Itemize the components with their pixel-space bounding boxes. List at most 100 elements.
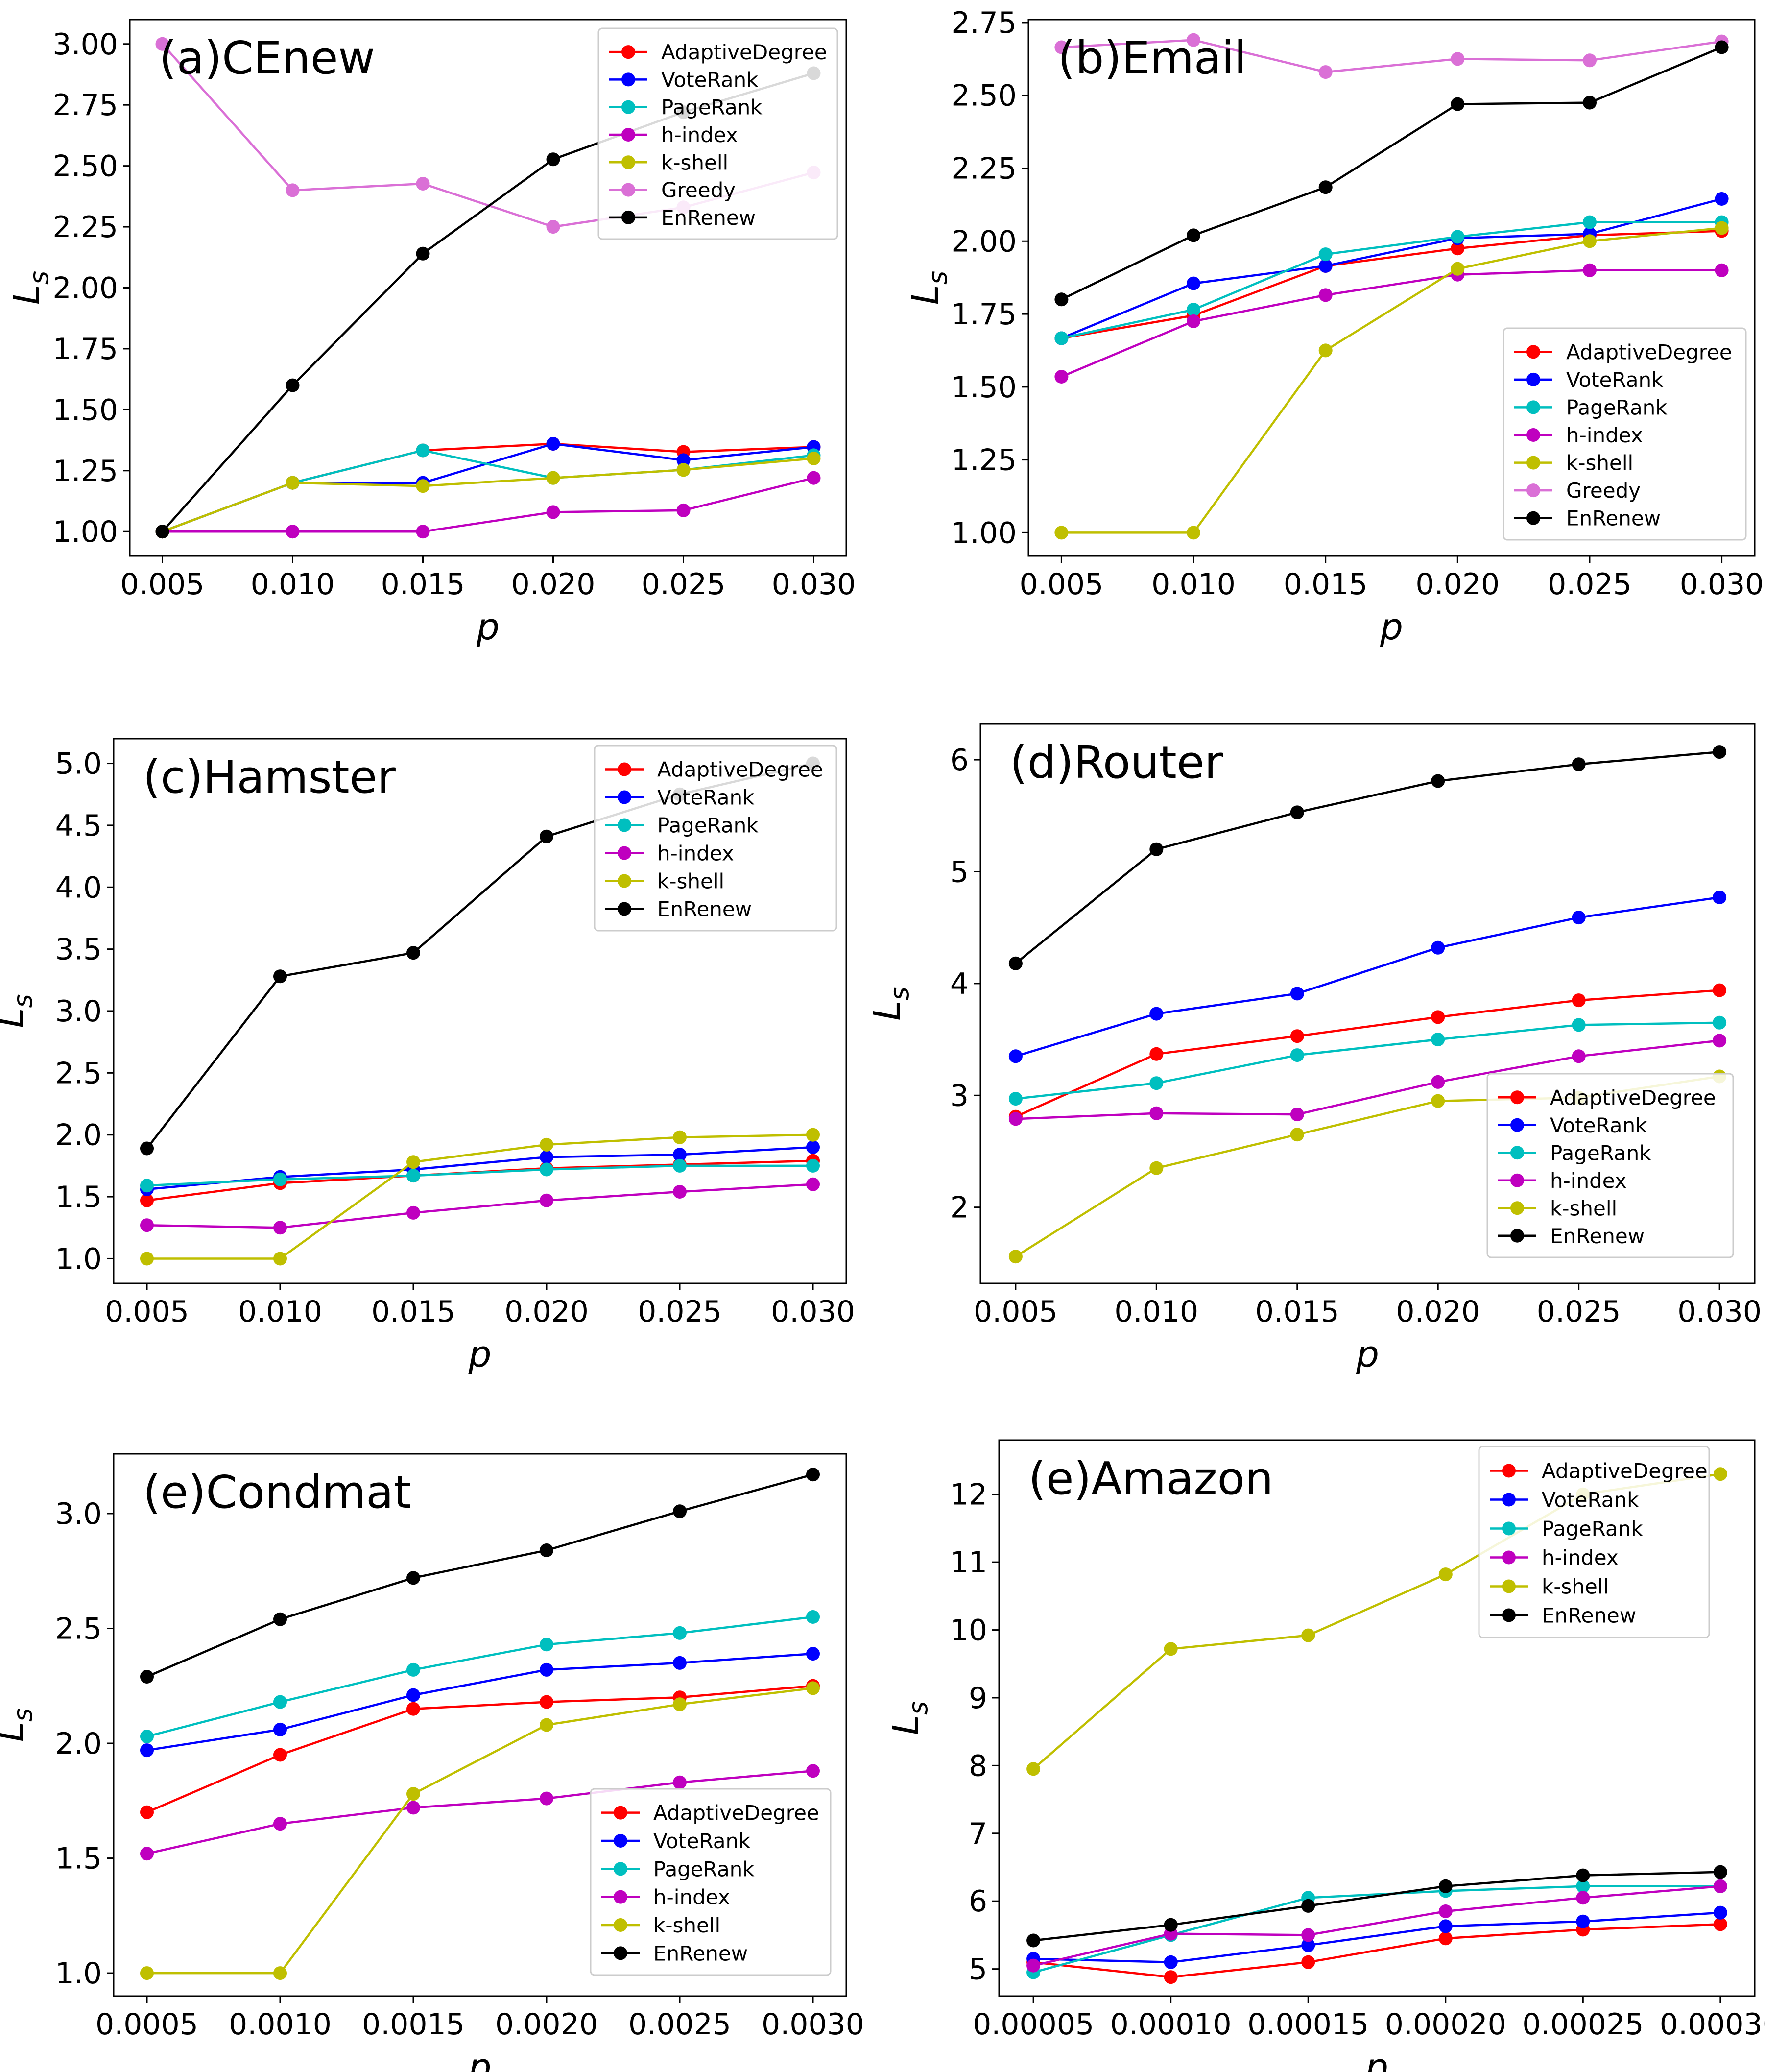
data-point-voterank <box>1290 987 1304 1001</box>
series-line-h-index <box>1015 1039 1720 1120</box>
x-tick-label: 0.00025 <box>1522 2007 1644 2042</box>
data-point-greedy <box>286 183 300 197</box>
data-point-k-shell <box>273 1966 287 1980</box>
data-point-k-shell <box>806 1681 820 1695</box>
data-point-k-shell <box>540 1137 553 1152</box>
legend-label: k-shell <box>1550 1196 1617 1220</box>
x-axis-label: p <box>1380 606 1403 648</box>
data-point-k-shell <box>416 479 430 493</box>
data-point-voterank <box>1713 1905 1727 1920</box>
legend-entry-adaptivedegree: AdaptiveDegree <box>1498 1085 1716 1109</box>
x-tick: 0.010 <box>1151 556 1236 602</box>
y-tick: 5 <box>969 1952 999 1987</box>
legend-label: h-index <box>1566 423 1643 447</box>
legend-label: AdaptiveDegree <box>1542 1459 1708 1483</box>
legend-label: PageRank <box>657 814 759 838</box>
legend-label: h-index <box>661 123 738 147</box>
legend-entry-voterank: VoteRank <box>609 68 759 92</box>
y-tick: 1.75 <box>951 297 1028 332</box>
legend-entry-k-shell: k-shell <box>1490 1575 1609 1599</box>
y-tick-label: 2.75 <box>951 6 1017 40</box>
legend-entry-pagerank: PageRank <box>609 96 763 120</box>
y-tick-label: 4.0 <box>55 870 102 905</box>
data-point-h-index <box>406 1205 420 1220</box>
data-point-k-shell <box>540 1718 553 1732</box>
legend-entry-greedy: Greedy <box>609 178 736 202</box>
y-tick: 12 <box>950 1478 999 1512</box>
legend-entry-pagerank: PageRank <box>1514 395 1668 419</box>
data-point-k-shell <box>546 471 560 485</box>
x-tick-label: 0.030 <box>771 1295 855 1329</box>
x-tick-label: 0.025 <box>1537 1295 1621 1329</box>
plot-area <box>140 756 820 1266</box>
y-tick: 3.0 <box>55 994 114 1029</box>
y-tick-label: 5.0 <box>55 747 102 781</box>
y-tick: 5.0 <box>55 747 114 781</box>
data-point-pagerank <box>273 1172 287 1186</box>
panel-title: (b)Email <box>1058 32 1246 84</box>
data-point-pagerank <box>1583 215 1597 229</box>
legend-entry-enrenew: EnRenew <box>1498 1224 1645 1248</box>
legend-marker <box>618 846 631 860</box>
y-tick-label: 3 <box>950 1079 969 1113</box>
data-point-voterank <box>806 1140 820 1154</box>
series-h-index <box>140 1177 820 1235</box>
series-line-voterank <box>1061 197 1722 339</box>
x-tick-label: 0.015 <box>381 567 465 602</box>
y-tick-label: 1.5 <box>55 1842 102 1876</box>
series-line-voterank <box>162 442 814 533</box>
data-point-enrenew <box>546 152 560 167</box>
data-point-voterank <box>273 1722 287 1736</box>
legend-entry-adaptivedegree: AdaptiveDegree <box>601 1801 819 1825</box>
legend-marker <box>1502 1521 1516 1536</box>
legend-entry-voterank: VoteRank <box>601 1829 751 1853</box>
series-line-h-index <box>1033 1885 1721 1967</box>
y-tick-label: 7 <box>969 1817 987 1851</box>
x-tick-label: 0.015 <box>1255 1295 1339 1329</box>
data-point-k-shell <box>1583 234 1597 248</box>
x-tick: 0.005 <box>105 1283 189 1329</box>
x-axis-label: p <box>476 606 500 648</box>
y-tick: 7 <box>969 1817 999 1851</box>
data-point-pagerank <box>273 1695 287 1709</box>
data-point-k-shell <box>1301 1628 1315 1642</box>
data-point-voterank <box>1008 1049 1023 1063</box>
y-tick: 3.0 <box>55 1497 114 1531</box>
legend-entry-voterank: VoteRank <box>1490 1488 1639 1512</box>
data-point-h-index <box>1715 263 1729 277</box>
legend-entry-h-index: h-index <box>1514 423 1643 447</box>
data-point-h-index <box>540 1193 553 1207</box>
series-line-adaptivedegree <box>1061 230 1722 339</box>
y-tick-label: 2.50 <box>52 149 118 184</box>
legend-label: h-index <box>653 1885 730 1909</box>
data-point-enrenew <box>1576 1868 1590 1882</box>
y-tick-label: 12 <box>950 1478 987 1512</box>
x-tick: 0.020 <box>1396 1283 1480 1329</box>
x-tick-label: 0.0005 <box>95 2007 198 2042</box>
x-tick-label: 0.0015 <box>362 2007 465 2042</box>
legend-marker <box>1510 1118 1524 1132</box>
y-tick: 4 <box>950 967 980 1001</box>
x-tick: 0.020 <box>1415 556 1500 602</box>
legend-entry-k-shell: k-shell <box>605 869 724 893</box>
y-tick: 2.00 <box>951 224 1028 259</box>
series-h-index <box>140 1764 820 1861</box>
x-tick-label: 0.010 <box>238 1295 322 1329</box>
y-tick: 1.25 <box>951 443 1028 478</box>
legend-label: h-index <box>1550 1169 1627 1193</box>
y-tick: 2.75 <box>52 88 130 122</box>
legend-label: VoteRank <box>653 1829 751 1853</box>
y-axis-label: Ls <box>0 1708 38 1742</box>
chart-panel-a-cenew: 0.005 0.010 0.015 0.020 0.025 0.030 1.00 1.25 1.… <box>6 19 856 648</box>
legend-marker <box>1510 1146 1524 1160</box>
legend-entry-h-index: h-index <box>1498 1169 1627 1193</box>
legend-marker <box>1526 400 1540 414</box>
data-point-h-index <box>286 525 300 539</box>
legend-marker <box>621 210 635 224</box>
x-tick-label: 0.005 <box>105 1295 189 1329</box>
y-tick: 10 <box>950 1614 999 1648</box>
data-point-pagerank <box>1008 1092 1023 1106</box>
data-point-adaptivedegree <box>140 1193 154 1207</box>
chart-panel-e-condmat: 0.0005 0.0010 0.0015 0.0020 0.0025 0.0030 1.0 1… <box>0 1453 864 2072</box>
